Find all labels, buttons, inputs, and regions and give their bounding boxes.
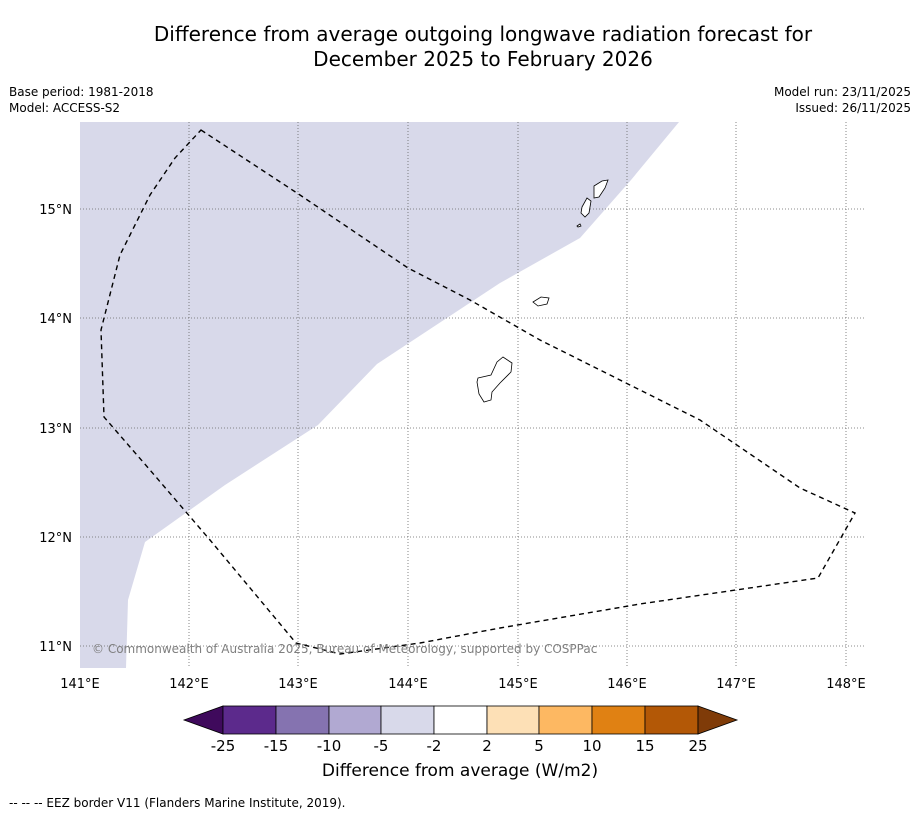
colorbar-bin xyxy=(591,705,646,735)
colorbar-bin xyxy=(222,705,277,735)
colorbar xyxy=(182,705,739,735)
rota-outline xyxy=(532,296,550,307)
lat-label: 14°N xyxy=(39,312,72,327)
meta-right: Model run: 23/11/2025 Issued: 26/11/2025 xyxy=(774,84,911,116)
lon-label: 147°E xyxy=(716,677,756,692)
aguijan-outline xyxy=(576,223,582,228)
copyright-text: © Commonwealth of Australia 2025, Bureau… xyxy=(92,642,597,656)
title-line-2: December 2025 to February 2026 xyxy=(313,47,653,71)
lon-labels: 141°E 142°E 143°E 144°E 145°E 146°E 147°… xyxy=(60,677,866,692)
colorbar-tick: 10 xyxy=(582,737,601,755)
saipan-outline xyxy=(593,179,609,199)
lat-label: 12°N xyxy=(39,531,72,546)
colorbar-tick: -10 xyxy=(317,737,342,755)
anomaly-shaded-region xyxy=(80,122,679,668)
map-title: Difference from average outgoing longwav… xyxy=(0,22,919,72)
issued-date: Issued: 26/11/2025 xyxy=(795,101,911,115)
model-name: Model: ACCESS-S2 xyxy=(9,101,121,115)
colorbar-bin xyxy=(328,705,382,735)
eez-border xyxy=(100,129,856,655)
lat-label: 13°N xyxy=(39,422,72,437)
colorbar-tick: -25 xyxy=(211,737,236,755)
colorbar-bin xyxy=(380,705,435,735)
colorbar-ticks: -25 -15 -10 -5 -2 2 5 10 15 25 xyxy=(211,737,708,755)
lat-label: 11°N xyxy=(39,640,72,655)
colorbar-bin xyxy=(275,705,330,735)
colorbar-tick: 5 xyxy=(534,737,544,755)
lon-label: 148°E xyxy=(826,677,866,692)
colorbar-tick: -15 xyxy=(264,737,289,755)
title-line-1: Difference from average outgoing longwav… xyxy=(153,22,813,46)
colorbar-tick: 25 xyxy=(688,737,707,755)
lat-labels: 15°N 14°N 13°N 12°N 11°N xyxy=(39,203,72,655)
meta-left: Base period: 1981-2018 Model: ACCESS-S2 xyxy=(9,84,154,116)
lon-label: 145°E xyxy=(498,677,538,692)
colorbar-bin xyxy=(644,705,699,735)
lon-label: 144°E xyxy=(388,677,428,692)
colorbar-tick: -2 xyxy=(427,737,442,755)
colorbar-low-extension xyxy=(182,705,224,735)
lon-label: 143°E xyxy=(278,677,318,692)
lon-label: 146°E xyxy=(607,677,647,692)
colorbar-bin xyxy=(538,705,593,735)
colorbar-tick: 15 xyxy=(635,737,654,755)
islands xyxy=(476,179,609,403)
lat-label: 15°N xyxy=(39,203,72,218)
colorbar-high-extension xyxy=(697,705,739,735)
colorbar-title: Difference from average (W/m2) xyxy=(321,761,599,781)
colorbar-tick: -5 xyxy=(374,737,389,755)
lon-label: 141°E xyxy=(60,677,100,692)
model-run: Model run: 23/11/2025 xyxy=(773,85,911,99)
colorbar-bin xyxy=(486,705,540,735)
guam-outline xyxy=(476,356,513,403)
base-period: Base period: 1981-2018 xyxy=(9,85,154,99)
lon-label: 142°E xyxy=(169,677,209,692)
tinian-outline xyxy=(580,197,592,218)
eez-legend-note: -- -- -- EEZ border V11 (Flanders Marine… xyxy=(9,796,346,810)
colorbar-tick: 2 xyxy=(482,737,492,755)
colorbar-bin xyxy=(433,705,488,735)
gridlines xyxy=(80,122,866,668)
